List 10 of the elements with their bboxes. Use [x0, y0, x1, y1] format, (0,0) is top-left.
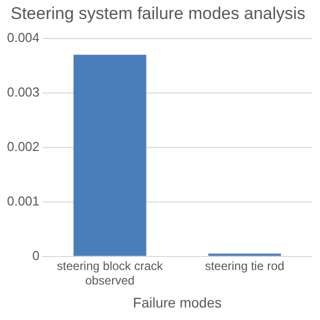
category-label: observed: [85, 273, 135, 288]
y-tick-label: 0.001: [6, 193, 40, 208]
category-label: steering tie rod: [204, 258, 284, 273]
y-tick-label: 0.002: [6, 138, 40, 154]
y-tick-label: 0.003: [6, 84, 40, 100]
x-axis-title: Failure modes: [132, 294, 222, 310]
y-tick-label: 0: [32, 248, 40, 263]
category-label: steering block crack: [56, 258, 163, 273]
y-tick-label: 0.004: [6, 30, 40, 45]
chart-title: Steering system failure modes analysis: [10, 4, 306, 23]
